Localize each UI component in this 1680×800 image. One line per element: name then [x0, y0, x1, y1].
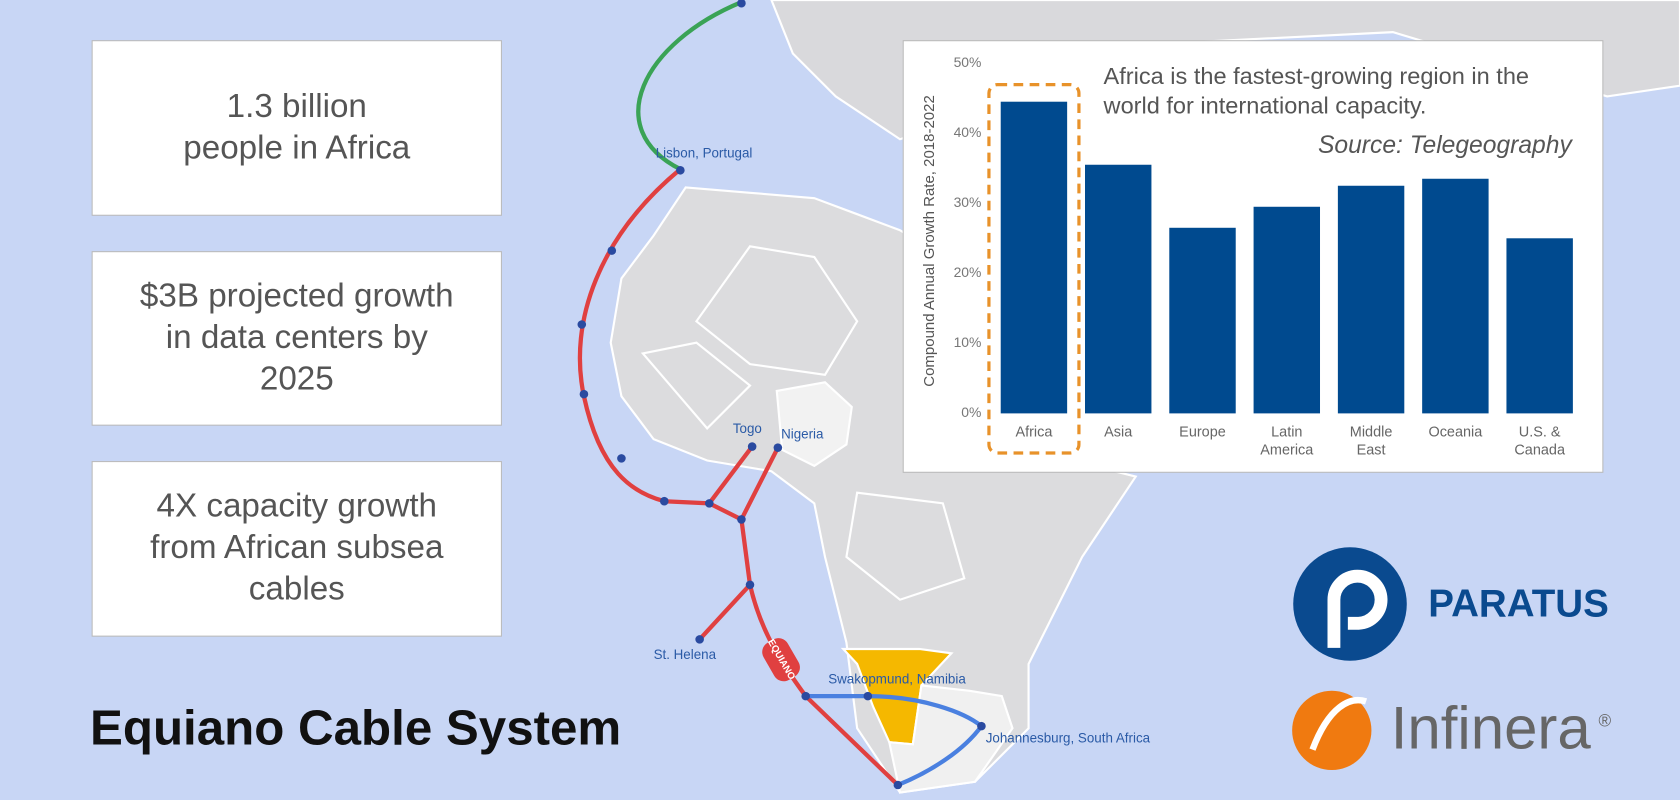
bar	[1422, 178, 1489, 414]
map-label: Togo	[733, 421, 762, 436]
map-label: Swakopmund, Namibia	[828, 672, 966, 687]
map-label: Lisbon, Portugal	[656, 146, 753, 161]
map-label: St. Helena	[654, 647, 717, 662]
paratus-p	[1327, 569, 1388, 648]
stat-text: $3B projected growth in data centers by 20…	[140, 277, 454, 397]
stat-box	[91, 251, 502, 426]
y-tick-label: 0%	[961, 404, 981, 420]
infinera-mark	[1292, 690, 1372, 771]
infinera-wordmark: Infinera	[1391, 694, 1592, 761]
bar	[1085, 164, 1152, 414]
highlight-box	[987, 82, 1081, 455]
plot: 0% 10% 20% 30% 40% 50% Africa Asia Europe Latin Am…	[954, 54, 1573, 459]
page-title: Equiano Cable System	[90, 700, 621, 755]
x-tick-label: Middle East	[1350, 424, 1393, 458]
x-tick-label: Oceania	[1428, 424, 1483, 440]
nigeria	[775, 381, 853, 468]
y-tick-label: 10%	[954, 334, 982, 350]
map-label: Johannesburg, South Africa	[986, 730, 1151, 745]
y-tick-label: 30%	[954, 194, 982, 210]
cable-green	[636, 0, 743, 172]
cable-nodes	[577, 0, 986, 790]
y-tick-label: 40%	[954, 124, 982, 140]
bar	[1169, 227, 1236, 414]
bar	[1000, 101, 1068, 414]
stat-box	[91, 40, 502, 216]
map-label: Nigeria	[781, 426, 824, 441]
x-tick-label: Asia	[1104, 424, 1133, 440]
x-tick-label: U.S. & Canada	[1514, 424, 1566, 458]
y-axis-label: Compound Annual Growth Rate, 2018-2022	[921, 95, 938, 386]
stat-box	[91, 461, 502, 637]
infinera-swoosh	[1309, 697, 1368, 751]
bar	[1337, 185, 1405, 414]
y-tick-label: 20%	[954, 264, 982, 280]
south-africa	[887, 684, 1014, 794]
x-tick-label: Europe	[1179, 424, 1226, 440]
borders	[640, 245, 966, 601]
bar	[1506, 238, 1573, 414]
bar	[1253, 206, 1321, 414]
cable-badge	[762, 638, 800, 682]
stat-text: 4X capacity growth from African subsea cab…	[150, 487, 444, 607]
chart-title: Africa is the fastest-growing region in …	[1103, 63, 1529, 118]
y-tick-label: 50%	[954, 54, 982, 70]
cable-red	[577, 167, 900, 787]
registered-mark: ®	[1599, 710, 1612, 730]
chart-subtitle: Source: Telegeography	[1318, 132, 1573, 159]
paratus-mark	[1293, 547, 1407, 661]
x-tick-label: Africa	[1015, 424, 1053, 440]
paratus-wordmark: PARATUS	[1428, 582, 1609, 625]
x-tick-label: Latin America	[1260, 424, 1314, 458]
stat-text: 1.3 billion people in Africa	[183, 88, 411, 166]
